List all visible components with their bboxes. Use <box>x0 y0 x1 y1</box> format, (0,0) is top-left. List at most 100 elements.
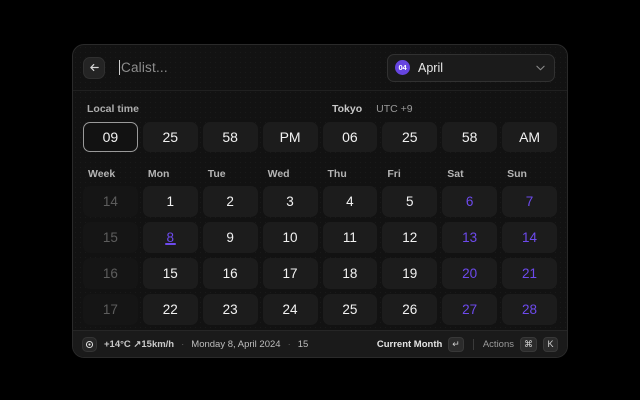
day-cell[interactable]: 2 <box>202 186 258 217</box>
weekday-header-sun: Sun <box>507 167 527 180</box>
day-cell[interactable]: 1 <box>142 186 198 217</box>
day-cell[interactable]: 25 <box>322 294 378 325</box>
day-number: 13 <box>462 230 478 245</box>
day-cell[interactable]: 24 <box>262 294 318 325</box>
back-button[interactable] <box>83 56 105 79</box>
day-cell[interactable]: 16 <box>202 258 258 289</box>
time-segment-2[interactable]: 58 <box>202 122 258 152</box>
arrow-left-icon <box>89 62 100 73</box>
time-segment-4[interactable]: 06 <box>322 122 378 152</box>
day-number: 1 <box>166 194 175 209</box>
calendar-week-row: 14 1 2 3 4 5 6 7 <box>83 186 557 217</box>
day-cell[interactable]: 9 <box>202 222 258 253</box>
week-number-cell: 15 <box>83 222 138 253</box>
day-number: 11 <box>342 230 357 245</box>
day-cell[interactable]: 6 <box>442 186 498 217</box>
day-cell[interactable]: 28 <box>502 294 557 325</box>
weekday-header-tue: Tue <box>207 167 226 180</box>
day-number: 26 <box>402 302 418 317</box>
day-number: 24 <box>282 302 298 317</box>
weather-readout: +14°C ↗15km/h <box>104 338 175 350</box>
footer-actions: Current Month ↵ Actions ⌘ K <box>376 336 558 352</box>
weekday-header-week: Week <box>88 167 116 180</box>
weekday-header-mon: Mon <box>147 167 170 180</box>
today-underline <box>164 243 176 245</box>
day-cell[interactable]: 20 <box>442 258 498 289</box>
month-select[interactable]: 04 April <box>387 53 555 82</box>
day-cell[interactable]: 17 <box>262 258 318 289</box>
day-cell[interactable]: 23 <box>202 294 258 325</box>
day-cell[interactable]: 5 <box>382 186 438 217</box>
sun-icon <box>82 336 97 352</box>
time-segment-3[interactable]: PM <box>262 122 318 152</box>
calendar-grid: 14 1 2 3 4 5 6 7 15 8 9 10 11 12 13 14 16 15 16 17 18 19 20 21 1… <box>83 186 557 325</box>
day-number: 6 <box>465 194 474 209</box>
calendar-week-row: 15 8 9 10 11 12 13 14 <box>83 222 557 253</box>
day-cell[interactable]: 15 <box>142 258 198 289</box>
day-number: 8 <box>166 230 175 245</box>
day-cell[interactable]: 3 <box>262 186 318 217</box>
day-number: 18 <box>342 266 358 281</box>
week-number-cell: 17 <box>83 294 138 325</box>
search-input[interactable]: Calist... <box>113 56 379 80</box>
day-cell[interactable]: 26 <box>382 294 438 325</box>
day-number: 12 <box>402 230 418 245</box>
day-number: 19 <box>402 266 418 281</box>
day-number: 9 <box>226 230 234 245</box>
search-input-value: Calist... <box>121 60 168 75</box>
day-number: 22 <box>162 302 178 317</box>
day-number: 5 <box>406 194 414 209</box>
day-cell[interactable]: 7 <box>502 186 557 217</box>
week-number-cell: 14 <box>83 186 138 217</box>
calendar-week-row: 16 15 16 17 18 19 20 21 <box>83 258 557 289</box>
week-number-cell: 16 <box>83 258 138 289</box>
day-cell[interactable]: 21 <box>502 258 557 289</box>
time-segment-1[interactable]: 25 <box>142 122 198 152</box>
day-number: 28 <box>522 302 538 317</box>
day-number: 14 <box>522 230 538 245</box>
k-key-icon: K <box>543 336 558 352</box>
current-month-action[interactable]: Current Month <box>376 338 443 350</box>
weekday-header-row: Week Mon Tue Wed Thu Fri Sat Sun <box>83 165 557 182</box>
day-cell[interactable]: 18 <box>322 258 378 289</box>
timezone-labels: Local time Tokyo UTC +9 <box>83 101 557 117</box>
chevron-down-icon <box>536 65 545 71</box>
actions-menu-button[interactable]: Actions <box>482 338 514 350</box>
day-number: 4 <box>346 194 354 209</box>
footer-separator-2: · <box>287 338 291 350</box>
day-number: 20 <box>462 266 478 281</box>
day-number: 27 <box>462 302 478 317</box>
day-cell[interactable]: 4 <box>322 186 378 217</box>
day-cell[interactable]: 10 <box>262 222 318 253</box>
time-segment-6[interactable]: 58 <box>442 122 498 152</box>
text-caret <box>119 60 120 75</box>
time-segment-7[interactable]: AM <box>502 122 557 152</box>
command-key-icon: ⌘ <box>520 336 537 352</box>
day-cell[interactable]: 14 <box>502 222 557 253</box>
day-number: 7 <box>525 194 534 209</box>
calendar-week-row: 17 22 23 24 25 26 27 28 <box>83 294 557 325</box>
day-cell[interactable]: 12 <box>382 222 438 253</box>
day-number: 17 <box>282 266 298 281</box>
weekday-header-fri: Fri <box>387 167 401 180</box>
day-cell[interactable]: 19 <box>382 258 438 289</box>
weekday-header-sat: Sat <box>447 167 464 180</box>
enter-key-icon: ↵ <box>448 336 464 352</box>
day-cell[interactable]: 13 <box>442 222 498 253</box>
time-segment-5[interactable]: 25 <box>382 122 438 152</box>
day-cell[interactable]: 22 <box>142 294 198 325</box>
footer-week-number: 15 <box>297 338 309 350</box>
day-number: 16 <box>222 266 238 281</box>
calendar-command-panel: Calist... 04 April Local time Tokyo UTC … <box>72 44 568 358</box>
day-cell[interactable]: 8 <box>142 222 198 253</box>
day-cell[interactable]: 27 <box>442 294 498 325</box>
day-number: 25 <box>342 302 358 317</box>
footer-status: +14°C ↗15km/h · Monday 8, April 2024 · 1… <box>82 336 377 352</box>
time-segment-0[interactable]: 09 <box>83 122 138 152</box>
day-number: 3 <box>286 194 294 209</box>
day-number: 23 <box>222 302 238 317</box>
panel-header: Calist... 04 April <box>73 45 567 91</box>
weekday-header-wed: Wed <box>267 167 290 180</box>
day-cell[interactable]: 11 <box>322 222 378 253</box>
day-number: 21 <box>522 266 538 281</box>
